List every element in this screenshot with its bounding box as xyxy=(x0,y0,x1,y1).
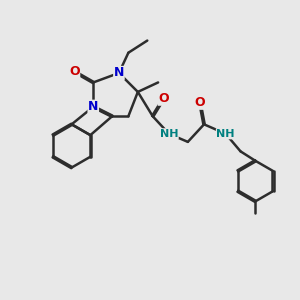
Text: O: O xyxy=(69,65,80,78)
Text: O: O xyxy=(158,92,169,105)
Text: O: O xyxy=(195,96,205,109)
Text: N: N xyxy=(114,67,124,80)
Text: N: N xyxy=(88,100,98,113)
Text: NH: NH xyxy=(216,129,235,139)
Text: NH: NH xyxy=(160,129,178,139)
